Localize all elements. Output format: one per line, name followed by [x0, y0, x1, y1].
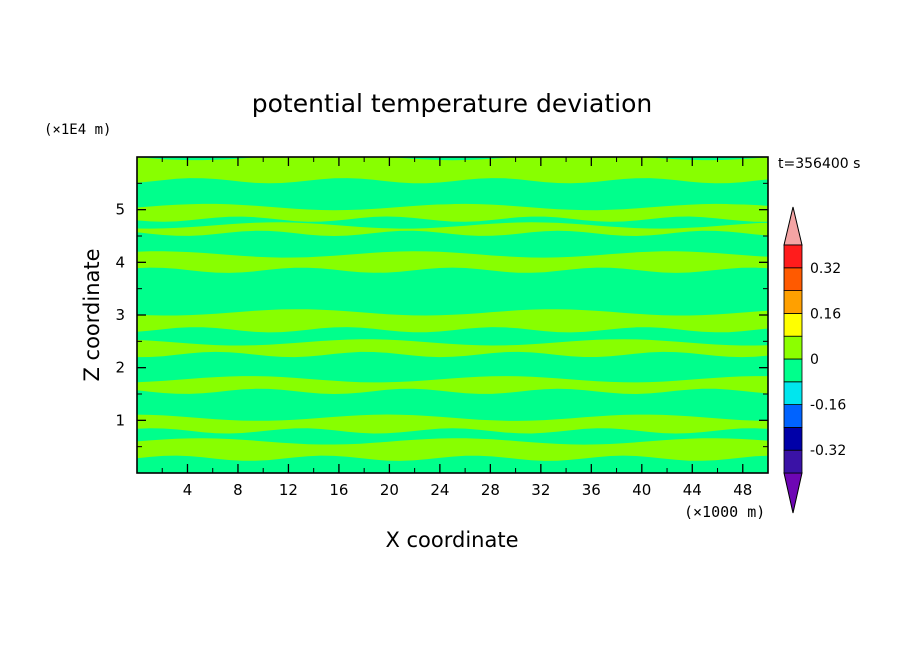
x-tick-label: 44: [683, 481, 702, 499]
y-unit-label: (×1E4 m): [44, 122, 111, 138]
x-tick-label: 12: [279, 481, 298, 499]
y-tick-label: 4: [115, 253, 125, 271]
field-layer: [137, 157, 768, 461]
colorbar-under-triangle: [783, 472, 803, 514]
x-unit-label: (×1000 m): [684, 503, 765, 521]
colorbar-segment: [783, 312, 803, 337]
colorbar-over-triangle: [783, 206, 803, 246]
contour-band: [137, 376, 768, 394]
y-tick-label: 5: [115, 201, 125, 219]
contour-band: [137, 339, 768, 358]
contour-band: [137, 414, 768, 434]
contour-band: [137, 203, 768, 222]
colorbar-segment: [783, 426, 803, 451]
colorbar-segment: [783, 404, 803, 428]
time-label: t=356400 s: [778, 156, 860, 172]
chart-title: potential temperature deviation: [252, 89, 652, 118]
colorbar-segment: [783, 290, 803, 314]
contour-band: [137, 251, 768, 273]
contour-band: [137, 309, 768, 333]
colorbar-segment: [783, 335, 803, 360]
colorbar-tick-label: -0.32: [810, 443, 846, 459]
contour-band: [137, 438, 768, 461]
contour-band: [137, 400, 768, 414]
y-tick-label: 2: [115, 359, 125, 377]
y-axis: 1 2 3 4 5: [115, 182, 768, 448]
contour-band: [137, 282, 768, 302]
x-tick-label: 48: [733, 481, 752, 499]
x-tick-label: 36: [582, 481, 601, 499]
colorbar-tick-label: 0: [810, 352, 819, 368]
colorbar-segment: [783, 381, 803, 405]
colorbar-tick-label: -0.16: [810, 398, 846, 414]
contour-band: [137, 222, 768, 236]
colorbar-tick-label: 0.32: [810, 261, 841, 277]
x-tick-label: 28: [481, 481, 500, 499]
colorbar: -0.32 -0.16 0 0.16 0.32: [783, 206, 846, 514]
x-axis-label: X coordinate: [385, 528, 518, 552]
x-tick-label: 8: [233, 481, 243, 499]
contour-band: [137, 359, 768, 376]
x-tick-label: 20: [380, 481, 399, 499]
x-tick-label: 16: [329, 481, 348, 499]
contour-band: [137, 189, 768, 205]
x-tick-label: 40: [632, 481, 651, 499]
colorbar-segment: [783, 244, 803, 269]
y-tick-label: 3: [115, 306, 125, 324]
y-tick-label: 1: [115, 411, 125, 429]
colorbar-tick-label: 0.16: [810, 306, 841, 322]
x-axis: 4 8 12 16 20 24 28 32 36 40 44 48: [161, 157, 752, 499]
colorbar-segment: [783, 449, 803, 474]
colorbar-segment: [783, 267, 803, 291]
contour-band: [137, 235, 768, 250]
x-tick-label: 4: [183, 481, 193, 499]
x-tick-label: 32: [531, 481, 550, 499]
contour-band: [137, 157, 768, 184]
plot-area: [137, 157, 768, 473]
y-axis-label: Z coordinate: [80, 248, 104, 381]
colorbar-segment: [783, 358, 803, 383]
x-tick-label: 24: [430, 481, 449, 499]
